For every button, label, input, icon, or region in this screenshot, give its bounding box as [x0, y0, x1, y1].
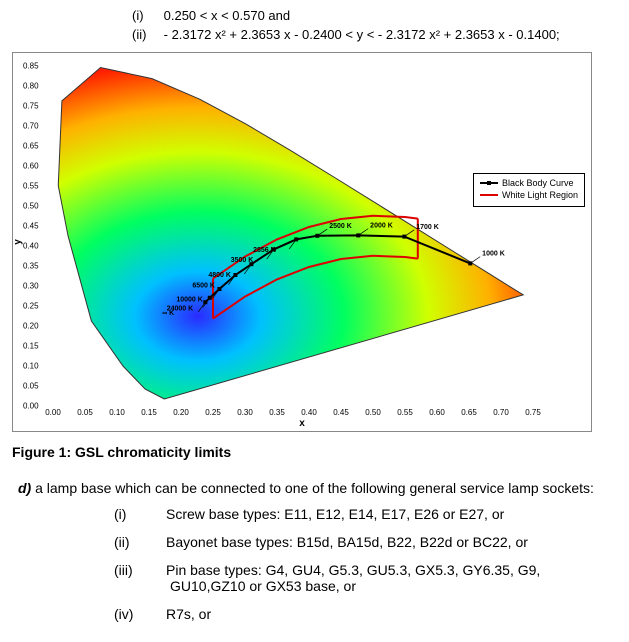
chart-legend: Black Body Curve White Light Region [473, 173, 585, 207]
sub-item-ii: (ii)Bayonet base types: B15d, BA15d, B22… [142, 534, 617, 550]
sub-item-i-text: Screw base types: E11, E12, E14, E17, E2… [166, 506, 504, 522]
x-tick: 0.00 [45, 408, 61, 417]
y-tick: 0.30 [23, 282, 39, 291]
x-tick: 0.45 [333, 408, 349, 417]
svg-text:1700 K: 1700 K [416, 224, 439, 231]
sub-item-iv: (iv)R7s, or [142, 606, 617, 622]
chart-plot-area: 1000 K 1700 K 2000 K 2500 K 2856 K 3500 K 4800… [53, 61, 533, 401]
x-tick: 0.15 [141, 408, 157, 417]
y-tick: 0.35 [23, 262, 39, 271]
x-tick: 0.65 [461, 408, 477, 417]
sub-item-iii-num: (iii) [142, 562, 166, 578]
y-tick: 0.25 [23, 302, 39, 311]
clause-d-num: d) [18, 480, 31, 496]
y-tick: 0.00 [23, 402, 39, 411]
legend-label-blackbody: Black Body Curve [502, 178, 574, 188]
sub-item-i: (i)Screw base types: E11, E12, E14, E17,… [142, 506, 617, 522]
formula-i-num: (i) [132, 8, 160, 23]
y-tick: 0.50 [23, 202, 39, 211]
y-tick: 0.80 [23, 82, 39, 91]
sub-item-i-num: (i) [142, 506, 166, 522]
sub-item-ii-num: (ii) [142, 534, 166, 550]
y-axis-label: y [12, 239, 23, 245]
x-tick: 0.60 [429, 408, 445, 417]
y-tick: 0.40 [23, 242, 39, 251]
chromaticity-svg: 1000 K 1700 K 2000 K 2500 K 2856 K 3500 K 4800… [53, 61, 533, 401]
svg-text:4800 K: 4800 K [208, 272, 231, 279]
y-tick: 0.55 [23, 182, 39, 191]
sub-item-ii-text: Bayonet base types: B15d, BA15d, B22, B2… [166, 534, 528, 550]
x-tick: 0.55 [397, 408, 413, 417]
x-tick: 0.70 [493, 408, 509, 417]
svg-text:∞ K: ∞ K [162, 310, 174, 317]
y-tick: 0.45 [23, 222, 39, 231]
x-tick: 0.75 [525, 408, 541, 417]
sub-item-iv-num: (iv) [142, 606, 166, 622]
x-tick: 0.50 [365, 408, 381, 417]
y-tick: 0.75 [23, 102, 39, 111]
svg-text:2500 K: 2500 K [329, 223, 352, 230]
svg-text:3500 K: 3500 K [231, 257, 254, 264]
sub-list: (i)Screw base types: E11, E12, E14, E17,… [142, 506, 617, 622]
formula-i-text: 0.250 < x < 0.570 and [164, 8, 291, 23]
x-tick: 0.35 [269, 408, 285, 417]
y-tick: 0.20 [23, 322, 39, 331]
svg-text:6500 K: 6500 K [192, 283, 215, 290]
x-tick: 0.40 [301, 408, 317, 417]
svg-text:2856 K: 2856 K [253, 247, 276, 254]
x-tick: 0.20 [173, 408, 189, 417]
chromaticity-chart: y x 1000 K 1700 K 2000 K 2500 K 2856 K 3500 K… [12, 52, 592, 432]
sub-item-iv-text: R7s, or [166, 606, 211, 622]
y-tick: 0.05 [23, 382, 39, 391]
x-tick: 0.30 [237, 408, 253, 417]
figure-caption: Figure 1: GSL chromaticity limits [12, 444, 617, 460]
legend-row-blackbody: Black Body Curve [480, 178, 578, 188]
y-tick: 0.15 [23, 342, 39, 351]
legend-row-whitereg: White Light Region [480, 190, 578, 200]
sub-item-iii-text: Pin base types: G4, GU4, G5.3, GU5.3, GX… [166, 562, 540, 594]
y-tick: 0.65 [23, 142, 39, 151]
formula-block: (i) 0.250 < x < 0.570 and (ii) - 2.3172 … [132, 8, 617, 42]
formula-ii-num: (ii) [132, 27, 160, 42]
svg-text:10000 K: 10000 K [176, 297, 202, 304]
y-tick: 0.85 [23, 62, 39, 71]
x-tick: 0.05 [77, 408, 93, 417]
sub-item-iii: (iii)Pin base types: G4, GU4, G5.3, GU5.… [142, 562, 617, 594]
legend-swatch-blackbody [480, 182, 498, 184]
clause-d-text: a lamp base which can be connected to on… [35, 480, 594, 496]
legend-swatch-whitereg [480, 194, 498, 196]
formula-line-ii: (ii) - 2.3172 x² + 2.3653 x - 0.2400 < y… [132, 27, 617, 42]
formula-ii-text: - 2.3172 x² + 2.3653 x - 0.2400 < y < - … [164, 27, 560, 42]
svg-text:1000 K: 1000 K [482, 251, 505, 258]
svg-text:2000 K: 2000 K [370, 223, 393, 230]
y-tick: 0.60 [23, 162, 39, 171]
legend-label-whitereg: White Light Region [502, 190, 578, 200]
clause-d: d) a lamp base which can be connected to… [12, 480, 617, 496]
x-axis-label: x [299, 418, 305, 429]
x-tick: 0.25 [205, 408, 221, 417]
x-tick: 0.10 [109, 408, 125, 417]
y-tick: 0.10 [23, 362, 39, 371]
formula-line-i: (i) 0.250 < x < 0.570 and [132, 8, 617, 23]
y-tick: 0.70 [23, 122, 39, 131]
